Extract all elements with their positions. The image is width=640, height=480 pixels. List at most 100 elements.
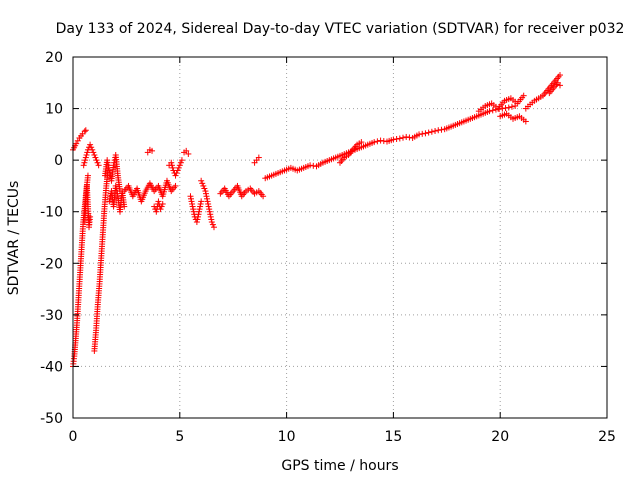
data-point: [92, 154, 99, 161]
data-point: [196, 208, 203, 215]
data-point: [489, 107, 496, 114]
data-point: [390, 136, 397, 143]
data-point: [400, 134, 407, 141]
data-point: [87, 213, 94, 220]
data-point: [206, 206, 213, 213]
x-tick-label: 5: [175, 429, 184, 445]
data-point: [377, 137, 384, 144]
data-point: [175, 164, 182, 171]
data-point: [200, 182, 207, 189]
data-point: [104, 159, 111, 166]
data-point: [185, 150, 192, 157]
data-point: [508, 103, 515, 110]
data-point: [193, 219, 200, 226]
x-tick-label: 25: [598, 429, 616, 445]
y-tick-label: -40: [40, 359, 63, 375]
data-point: [198, 198, 205, 205]
data-point: [197, 200, 204, 207]
y-tick-label: -20: [40, 256, 63, 272]
data-point: [190, 206, 197, 213]
data-point: [209, 221, 216, 228]
x-tick-label: 10: [278, 429, 296, 445]
data-point: [188, 195, 195, 202]
data-point: [187, 193, 194, 200]
data-point: [194, 216, 201, 223]
data-point: [202, 190, 209, 197]
data-point: [189, 200, 196, 207]
data-point: [208, 216, 215, 223]
data-point: [425, 129, 432, 136]
data-point: [197, 203, 204, 210]
data-point: [153, 208, 160, 215]
data-point: [90, 149, 97, 156]
data-point: [113, 188, 120, 195]
chart-title: Day 133 of 2024, Sidereal Day-to-day VTE…: [56, 21, 625, 37]
data-point: [194, 213, 201, 220]
data-point: [380, 138, 387, 145]
data-point: [195, 211, 202, 218]
data-point: [173, 170, 180, 177]
data-point: [505, 104, 512, 111]
data-point: [158, 203, 165, 210]
data-point: [435, 127, 442, 134]
data-point: [260, 193, 267, 200]
data-point: [432, 128, 439, 135]
data-point: [91, 151, 98, 158]
data-point: [81, 128, 88, 135]
data-point: [168, 162, 175, 169]
data-point: [80, 162, 87, 169]
data-point: [168, 159, 175, 166]
data-point: [106, 170, 113, 177]
data-point: [422, 130, 429, 137]
data-point: [174, 167, 181, 174]
x-tick-label: 20: [491, 429, 509, 445]
data-point: [207, 213, 214, 220]
data-point: [113, 185, 120, 192]
data-point: [89, 146, 96, 153]
data-point: [82, 154, 89, 161]
data-point: [82, 127, 89, 134]
x-tick-label: 0: [69, 429, 78, 445]
data-point: [106, 198, 113, 205]
data-point: [95, 162, 102, 169]
data-point: [438, 126, 445, 133]
data-point: [393, 135, 400, 142]
y-tick-label: -50: [40, 411, 63, 427]
data-point: [157, 206, 164, 213]
data-point: [183, 147, 190, 154]
data-point: [110, 162, 117, 169]
data-point: [106, 195, 113, 202]
data-point: [486, 108, 493, 115]
x-axis-label: GPS time / hours: [281, 458, 398, 474]
data-point: [198, 177, 205, 184]
data-point: [205, 200, 212, 207]
y-tick-label: -30: [40, 308, 63, 324]
data-point: [121, 203, 128, 210]
data-point: [88, 144, 95, 151]
data-point: [205, 203, 212, 210]
data-point: [106, 167, 113, 174]
data-point: [105, 162, 112, 169]
data-point: [93, 157, 100, 164]
data-point: [419, 130, 426, 137]
data-point: [310, 162, 317, 169]
data-point: [190, 208, 197, 215]
data-point: [178, 157, 185, 164]
data-point: [307, 162, 314, 169]
data-point: [403, 133, 410, 140]
data-point: [149, 147, 156, 154]
data-point: [201, 185, 208, 192]
data-point: [94, 159, 101, 166]
data-point: [255, 154, 262, 161]
y-tick-label: -10: [40, 205, 63, 221]
data-point: [169, 164, 176, 171]
data-point: [204, 195, 211, 202]
data-point: [189, 203, 196, 210]
data-point: [396, 135, 403, 142]
data-point: [502, 105, 509, 112]
data-point: [84, 149, 91, 156]
data-point: [83, 151, 90, 158]
data-point: [522, 118, 529, 125]
